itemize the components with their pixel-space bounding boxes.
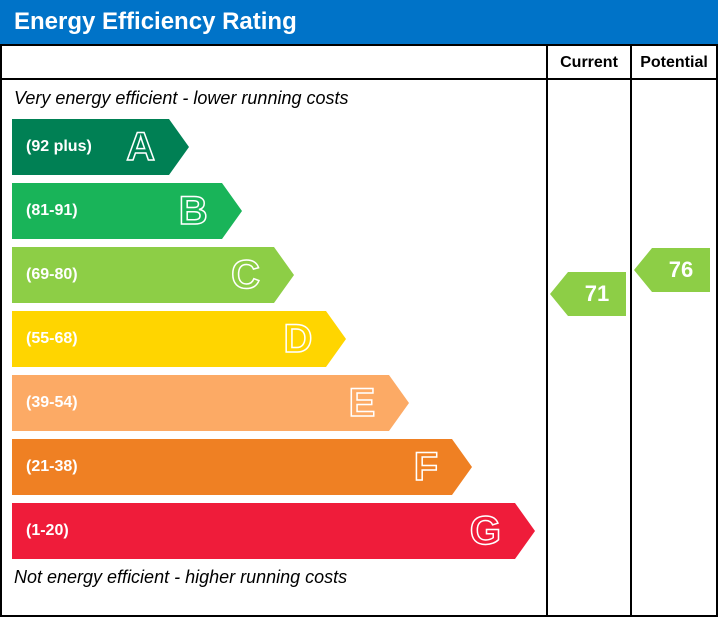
potential-value: 76 — [669, 257, 693, 283]
band-letter: B — [179, 189, 222, 234]
header-spacer — [2, 46, 546, 80]
caption-top: Very energy efficient - lower running co… — [14, 88, 536, 109]
potential-header: Potential — [632, 46, 716, 80]
band-range: (39-54) — [12, 394, 349, 412]
band-letter: D — [284, 317, 327, 362]
band-letter: C — [231, 253, 274, 298]
current-value: 71 — [585, 281, 609, 307]
band-c: (69-80)C — [12, 247, 274, 303]
band-range: (1-20) — [12, 522, 470, 540]
band-letter: G — [470, 509, 515, 554]
current-marker: 71 — [568, 272, 626, 316]
band-letter: E — [349, 381, 390, 426]
band-range: (69-80) — [12, 266, 231, 284]
band-d: (55-68)D — [12, 311, 326, 367]
band-range: (81-91) — [12, 202, 179, 220]
band-e: (39-54)E — [12, 375, 389, 431]
caption-bottom: Not energy efficient - higher running co… — [14, 567, 536, 588]
potential-column: Potential 76 — [632, 46, 716, 615]
bands-column: Very energy efficient - lower running co… — [2, 46, 548, 615]
chart-body: Very energy efficient - lower running co… — [0, 44, 718, 617]
bands-host: (92 plus)A (81-91)B (69-80)C (55-68)D (39-54… — [12, 119, 536, 559]
epc-chart: Energy Efficiency Rating Very energy eff… — [0, 0, 718, 619]
title-bar: Energy Efficiency Rating — [0, 0, 718, 44]
band-b: (81-91)B — [12, 183, 222, 239]
band-a: (92 plus)A — [12, 119, 169, 175]
band-letter: A — [126, 125, 169, 170]
band-g: (1-20)G — [12, 503, 515, 559]
current-column: Current 71 — [548, 46, 632, 615]
band-range: (21-38) — [12, 458, 414, 476]
current-header: Current — [548, 46, 630, 80]
title-text: Energy Efficiency Rating — [14, 8, 297, 35]
band-letter: F — [414, 445, 452, 490]
band-range: (92 plus) — [12, 138, 126, 156]
band-range: (55-68) — [12, 330, 284, 348]
band-f: (21-38)F — [12, 439, 452, 495]
potential-marker: 76 — [652, 248, 710, 292]
